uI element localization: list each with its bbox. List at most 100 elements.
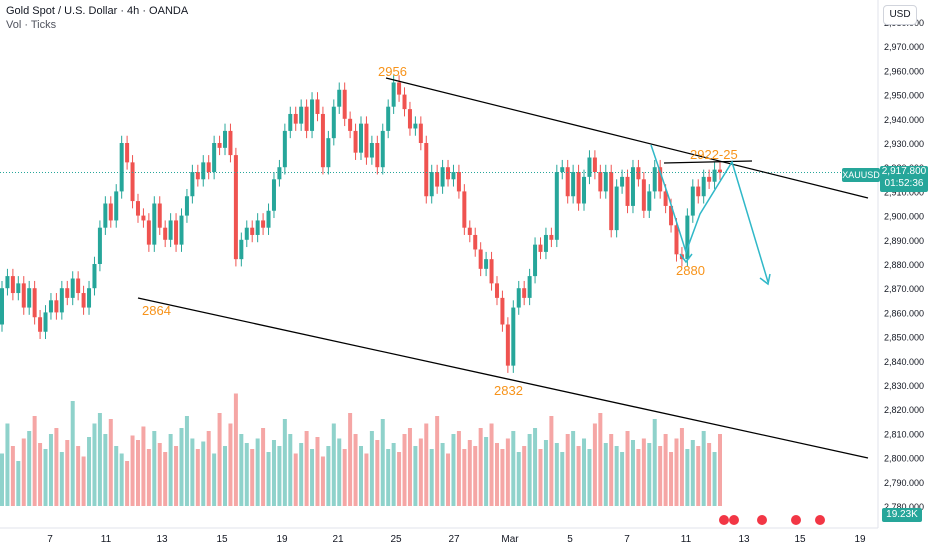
candle-body — [48, 300, 53, 313]
candle-body — [244, 227, 249, 240]
candle-body — [119, 143, 124, 192]
y-tick-label: 2,940.000 — [884, 115, 924, 125]
level-annotation: 2864 — [142, 303, 171, 318]
volume-bar — [288, 434, 293, 506]
volume-bar — [331, 423, 336, 506]
candle-body — [282, 130, 287, 168]
candle-body — [543, 234, 548, 252]
volume-bar — [614, 446, 619, 506]
candle-body — [538, 244, 543, 252]
volume-bar — [505, 438, 510, 506]
candle-body — [201, 162, 206, 180]
volume-bar — [674, 438, 679, 506]
volume-bar — [527, 434, 532, 506]
candle-body — [217, 143, 222, 148]
candle-body — [157, 203, 162, 228]
volume-bar — [103, 434, 108, 506]
candle-body — [288, 113, 293, 131]
volume-indicator-label[interactable]: Vol · Ticks — [6, 19, 57, 31]
volume-bar — [647, 443, 652, 506]
volume-bar — [315, 437, 320, 506]
candle-body — [342, 89, 347, 119]
projection-path — [650, 144, 769, 283]
candle-body — [674, 225, 679, 255]
y-tick-label: 2,830.000 — [884, 381, 924, 391]
candle-body — [402, 94, 407, 110]
volume-bar — [10, 446, 15, 506]
event-icon — [729, 515, 739, 525]
y-tick-label: 2,780.000 — [884, 502, 924, 512]
x-tick-label: 25 — [390, 534, 402, 545]
candle-body — [250, 227, 255, 235]
candle-body — [413, 123, 418, 129]
volume-bar — [413, 446, 418, 506]
candle-body — [16, 283, 21, 294]
volume-bar — [119, 453, 124, 506]
volume-bar — [114, 446, 119, 506]
candle-body — [27, 288, 32, 308]
volume-bar — [630, 440, 635, 506]
volume-bar — [467, 440, 472, 506]
volume-bar — [511, 431, 516, 506]
volume-bar — [201, 441, 206, 506]
candle-body — [337, 89, 342, 107]
candle-body — [478, 249, 483, 269]
currency-button[interactable]: USD — [883, 5, 917, 25]
volume-bar — [380, 419, 385, 506]
volume-bar — [418, 438, 423, 506]
candle-body — [435, 172, 440, 187]
volume-bar — [206, 431, 211, 506]
candle-body — [473, 234, 478, 250]
volume-bar — [342, 449, 347, 506]
candle-body — [467, 227, 472, 235]
volume-bar — [157, 443, 162, 506]
volume-bar — [500, 449, 505, 506]
candle-body — [304, 106, 309, 131]
candle-body — [565, 167, 570, 197]
candle-body — [505, 324, 510, 366]
candle-body — [38, 317, 43, 332]
candle-body — [108, 203, 113, 221]
candle-body — [54, 300, 59, 313]
volume-bar — [277, 446, 282, 506]
candle-body — [386, 106, 391, 131]
volume-bar — [282, 419, 287, 506]
candle-body — [554, 172, 559, 240]
candle-body — [587, 157, 592, 177]
volume-bar — [223, 446, 228, 506]
volume-bar — [163, 452, 168, 506]
candle-body — [690, 186, 695, 216]
candle-body — [571, 172, 576, 197]
chart-title: Gold Spot / U.S. Dollar · 4h · OANDA — [6, 5, 189, 17]
volume-bar — [130, 435, 135, 506]
volume-bar — [456, 431, 461, 506]
volume-bar — [576, 446, 581, 506]
candle-body — [380, 130, 385, 168]
volume-bar — [663, 434, 668, 506]
candle-body — [701, 176, 706, 197]
projection-arrowhead — [679, 253, 693, 264]
volume-bar — [669, 452, 674, 506]
volume-bar — [451, 434, 456, 506]
candle-body — [576, 172, 581, 204]
candle-body — [359, 123, 363, 153]
candle-body — [511, 307, 516, 366]
volume-bar — [484, 437, 489, 506]
volume-bar — [54, 428, 59, 506]
candle-body — [348, 118, 353, 131]
candle-body — [233, 155, 238, 260]
volume-bar — [76, 446, 81, 506]
candle-body — [707, 176, 712, 182]
y-tick-label: 2,910.000 — [884, 187, 924, 197]
event-icon — [757, 515, 767, 525]
volume-bar — [179, 428, 184, 506]
volume-bar — [184, 416, 189, 506]
y-tick-label: 2,790.000 — [884, 478, 924, 488]
volume-badge: 19.23K — [882, 508, 922, 522]
candle-body — [484, 259, 489, 269]
y-tick-label: 2,880.000 — [884, 260, 924, 270]
volume-bar — [494, 443, 499, 506]
candle-body — [489, 259, 494, 284]
x-tick-label: 5 — [567, 534, 573, 545]
